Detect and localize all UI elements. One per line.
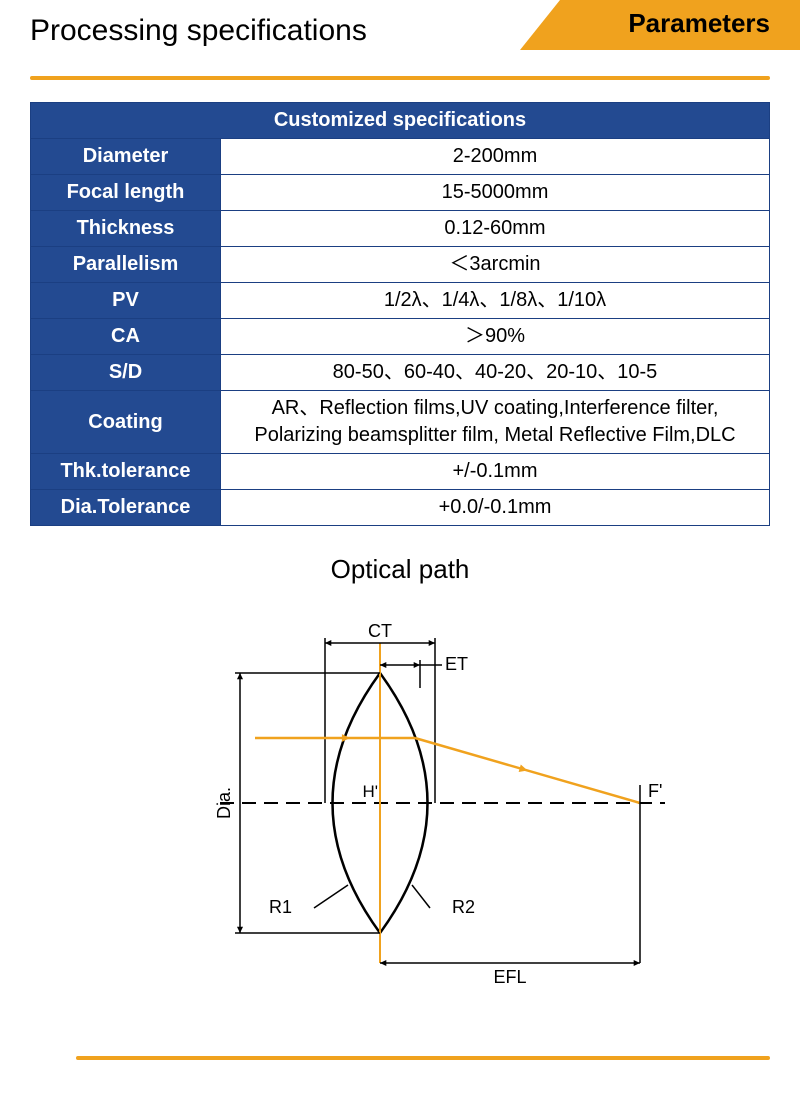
svg-text:R2: R2 bbox=[452, 897, 475, 917]
parameters-badge: Parameters bbox=[500, 0, 800, 50]
svg-text:CT: CT bbox=[368, 621, 392, 641]
table-row: Focal length15-5000mm bbox=[31, 175, 770, 211]
svg-text:EFL: EFL bbox=[493, 967, 526, 987]
spec-label: Dia.Tolerance bbox=[31, 490, 221, 526]
spec-value: 1/2λ、1/4λ、1/8λ、1/10λ bbox=[221, 283, 770, 319]
spec-value: 15-5000mm bbox=[221, 175, 770, 211]
diagram-title: Optical path bbox=[0, 554, 800, 585]
table-row: Dia.Tolerance+0.0/-0.1mm bbox=[31, 490, 770, 526]
spec-label: Thk.tolerance bbox=[31, 454, 221, 490]
table-header-row: Customized specifications bbox=[31, 103, 770, 139]
spec-table: Customized specifications Diameter2-200m… bbox=[30, 102, 770, 526]
spec-label: PV bbox=[31, 283, 221, 319]
table-row: S/D80-50、60-40、40-20、20-10、10-5 bbox=[31, 355, 770, 391]
table-row: CA＞90% bbox=[31, 319, 770, 355]
spec-value: +/-0.1mm bbox=[221, 454, 770, 490]
page-title: Processing specifications bbox=[30, 14, 367, 48]
spec-label: Parallelism bbox=[31, 247, 221, 283]
svg-text:R1: R1 bbox=[269, 897, 292, 917]
table-row: Thickness0.12-60mm bbox=[31, 211, 770, 247]
table-row: Thk.tolerance+/-0.1mm bbox=[31, 454, 770, 490]
table-row: CoatingAR、Reflection films,UV coating,In… bbox=[31, 391, 770, 454]
table-title: Customized specifications bbox=[31, 103, 770, 139]
optical-path-diagram: Dia. CT ET EFL H' F' R1 R2 bbox=[120, 603, 680, 1003]
header-divider bbox=[30, 76, 770, 80]
footer-divider bbox=[76, 1056, 770, 1060]
spec-label: Coating bbox=[31, 391, 221, 454]
svg-text:H': H' bbox=[362, 782, 378, 801]
table-row: Diameter2-200mm bbox=[31, 139, 770, 175]
table-row: Parallelism＜3arcmin bbox=[31, 247, 770, 283]
svg-text:F': F' bbox=[648, 781, 662, 801]
badge-label: Parameters bbox=[628, 8, 770, 39]
spec-label: Diameter bbox=[31, 139, 221, 175]
spec-label: Focal length bbox=[31, 175, 221, 211]
spec-label: S/D bbox=[31, 355, 221, 391]
svg-text:Dia.: Dia. bbox=[214, 787, 234, 819]
header: Processing specifications Parameters bbox=[30, 0, 770, 72]
spec-value: 80-50、60-40、40-20、20-10、10-5 bbox=[221, 355, 770, 391]
table-row: PV1/2λ、1/4λ、1/8λ、1/10λ bbox=[31, 283, 770, 319]
spec-value: +0.0/-0.1mm bbox=[221, 490, 770, 526]
spec-label: Thickness bbox=[31, 211, 221, 247]
svg-text:ET: ET bbox=[445, 654, 468, 674]
spec-label: CA bbox=[31, 319, 221, 355]
spec-value: ＞90% bbox=[221, 319, 770, 355]
spec-value: AR、Reflection films,UV coating,Interfere… bbox=[221, 391, 770, 454]
spec-value: 0.12-60mm bbox=[221, 211, 770, 247]
spec-value: 2-200mm bbox=[221, 139, 770, 175]
spec-value: ＜3arcmin bbox=[221, 247, 770, 283]
